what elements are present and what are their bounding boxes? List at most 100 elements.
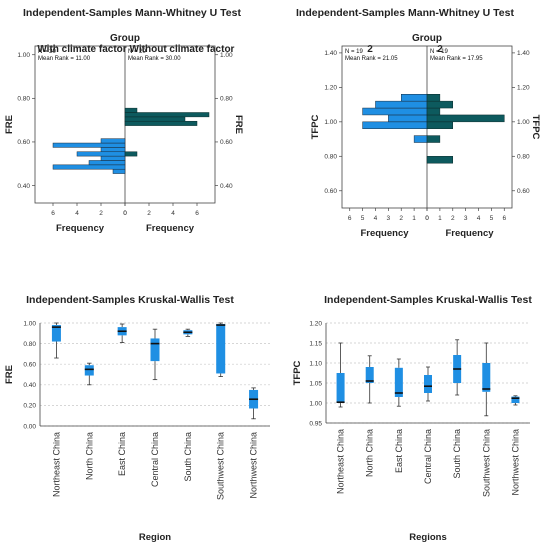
y-tick-label: 0.20: [23, 403, 36, 410]
left-histogram-bar: [100, 147, 126, 153]
x-axis-label-left: Frequency: [56, 223, 105, 234]
y-tick-label-right: 0.60: [220, 139, 233, 146]
x-axis-label: Region: [139, 532, 171, 543]
y-tick-label: 1.10: [309, 360, 322, 367]
left-histogram-bar: [76, 151, 126, 157]
box-iqr: [424, 375, 432, 393]
y-tick-label-left: 1.00: [17, 52, 30, 59]
x-tick-label-left: 6: [51, 210, 55, 217]
category-label: Central China: [150, 432, 160, 487]
y-axis-label-left: TFPC: [310, 114, 321, 139]
category-label: South China: [183, 432, 193, 482]
left-mean-rank-label: Mean Rank = 11.00: [38, 56, 91, 62]
x-tick-label-right: 6: [502, 215, 506, 222]
y-tick-label: 1.20: [309, 320, 322, 327]
x-tick-label-left: 1: [412, 215, 416, 222]
right-histogram-bar: [124, 107, 138, 113]
y-axis-label: TFPC: [292, 360, 303, 385]
box-iqr: [216, 324, 226, 374]
left-group-name: With climate factor: [37, 44, 126, 55]
right-mean-rank-label: Mean Rank = 30.00: [128, 56, 181, 62]
right-mean-rank-label: Mean Rank = 17.95: [430, 56, 483, 62]
left-histogram-bar: [112, 168, 126, 174]
y-tick-label-right: 0.80: [517, 154, 530, 161]
y-tick-label-left: 1.20: [324, 85, 337, 92]
x-tick-label-left: 0: [123, 210, 127, 217]
y-tick-label-right: 0.40: [220, 183, 233, 190]
y-axis-label-right: TFPC: [530, 115, 541, 140]
category-label: Northeast China: [336, 429, 346, 494]
y-tick-label-left: 0.40: [17, 183, 30, 190]
chart-title: Independent-Samples Mann-Whitney U Test: [23, 7, 241, 19]
right-histogram-bar: [426, 121, 454, 129]
box-iqr: [482, 363, 491, 392]
x-tick-label-right: 0: [123, 210, 127, 217]
y-tick-label: 0.00: [23, 423, 36, 430]
y-tick-label-left: 0.80: [17, 96, 30, 103]
x-tick-label-right: 2: [451, 215, 455, 222]
left-histogram-bar: [100, 138, 126, 144]
box-iqr: [511, 396, 520, 403]
x-tick-label-right: 1: [438, 215, 442, 222]
category-label: East China: [117, 432, 127, 476]
right-group-name: Without climate factor: [130, 44, 235, 55]
category-label: Northeast China: [51, 432, 61, 497]
right-histogram-bar: [124, 151, 138, 157]
x-tick-label-left: 6: [348, 215, 352, 222]
x-tick-label-left: 5: [361, 215, 365, 222]
right-histogram-bar: [426, 94, 441, 102]
right-histogram-bar: [124, 112, 210, 118]
y-tick-label: 0.60: [23, 362, 36, 369]
x-tick-label-left: 2: [399, 215, 403, 222]
x-tick-label-right: 0: [425, 215, 429, 222]
y-tick-label-right: 1.00: [220, 52, 233, 59]
box-iqr: [51, 325, 61, 342]
right-histogram-bar: [426, 135, 441, 143]
x-tick-label-left: 3: [387, 215, 391, 222]
right-histogram-bar: [426, 107, 441, 116]
x-tick-label-left: 4: [75, 210, 79, 217]
right-histogram-bar: [124, 116, 186, 122]
chart-title: Independent-Samples Kruskal-Wallis Test: [26, 294, 234, 306]
left-histogram-bar: [100, 155, 126, 161]
category-label: North China: [365, 429, 375, 477]
x-axis-label-right: Frequency: [146, 223, 195, 234]
left-mean-rank-label: Mean Rank = 21.05: [345, 56, 398, 62]
y-tick-label-right: 1.20: [517, 85, 530, 92]
x-tick-label-left: 2: [99, 210, 103, 217]
left-histogram-bar: [52, 142, 126, 148]
x-axis-label: Regions: [409, 532, 446, 543]
x-tick-label-left: 0: [425, 215, 429, 222]
y-tick-label-left: 0.60: [324, 188, 337, 195]
x-tick-label-right: 5: [490, 215, 494, 222]
chart-title: Independent-Samples Kruskal-Wallis Test: [324, 294, 532, 306]
y-tick-label: 1.00: [309, 400, 322, 407]
y-tick-label-right: 0.60: [517, 188, 530, 195]
right-histogram-bar: [426, 100, 454, 109]
y-tick-label: 1.05: [309, 380, 322, 387]
category-label: Central China: [423, 429, 433, 484]
box-iqr: [84, 365, 94, 376]
right-histogram-bar: [426, 156, 454, 164]
y-tick-label-left: 0.60: [17, 139, 30, 146]
y-tick-label: 0.95: [309, 420, 322, 427]
x-tick-label-right: 3: [464, 215, 468, 222]
y-tick-label: 0.40: [23, 382, 36, 389]
left-histogram-bar: [362, 107, 428, 116]
left-group-name: 2: [367, 44, 373, 55]
y-axis-label: FRE: [4, 365, 15, 384]
left-histogram-bar: [400, 94, 428, 102]
x-axis-label-right: Frequency: [445, 228, 494, 239]
category-label: East China: [394, 429, 404, 473]
left-histogram-bar: [388, 114, 428, 123]
group-title: Group: [412, 33, 442, 44]
y-tick-label-left: 1.00: [324, 119, 337, 126]
y-tick-label: 0.80: [23, 341, 36, 348]
left-n-label: N = 20: [38, 49, 57, 55]
left-histogram-bar: [362, 121, 428, 129]
x-axis-label-left: Frequency: [360, 228, 409, 239]
y-tick-label-right: 1.40: [517, 50, 530, 57]
right-histogram-bar: [124, 120, 198, 126]
